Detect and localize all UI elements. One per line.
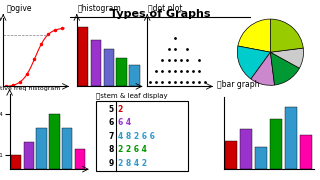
Text: %: % xyxy=(0,14,1,23)
Bar xyxy=(240,129,252,169)
Bar xyxy=(24,142,34,169)
Bar xyxy=(75,148,85,169)
Text: 6: 6 xyxy=(109,118,114,127)
Wedge shape xyxy=(270,52,300,85)
Text: 5: 5 xyxy=(109,105,114,114)
Bar xyxy=(300,135,312,169)
Text: 7: 7 xyxy=(109,132,114,141)
Text: 2: 2 xyxy=(118,105,123,114)
Text: 2 2 6 4: 2 2 6 4 xyxy=(118,145,147,154)
Bar xyxy=(270,119,282,169)
Text: ␅histogram: ␅histogram xyxy=(78,4,122,13)
Text: 6 4: 6 4 xyxy=(118,118,131,127)
Bar xyxy=(255,147,267,169)
Bar xyxy=(11,156,21,169)
Text: 2 8 4 2: 2 8 4 2 xyxy=(118,159,147,168)
Bar xyxy=(116,58,127,86)
Bar xyxy=(62,128,72,169)
Bar xyxy=(285,107,297,169)
Text: ␃dot plot: ␃dot plot xyxy=(148,4,183,13)
Bar xyxy=(91,40,101,86)
Bar xyxy=(36,128,47,169)
Bar xyxy=(226,141,237,169)
Bar xyxy=(129,65,140,86)
Text: 4 8 2 6 6: 4 8 2 6 6 xyxy=(118,132,155,141)
Wedge shape xyxy=(251,52,275,85)
Text: ␄stem & leaf display: ␄stem & leaf display xyxy=(96,93,168,99)
Wedge shape xyxy=(270,48,303,68)
Wedge shape xyxy=(238,19,270,52)
Bar xyxy=(104,49,114,86)
Text: Types of Graphs: Types of Graphs xyxy=(110,9,210,19)
Text: 9: 9 xyxy=(109,159,114,168)
Bar xyxy=(49,114,60,169)
Bar xyxy=(78,27,88,86)
Text: ␇ogive: ␇ogive xyxy=(6,4,32,13)
Wedge shape xyxy=(270,19,303,52)
Wedge shape xyxy=(237,46,270,79)
Text: 8: 8 xyxy=(109,145,114,154)
Text: relative freq histogram: relative freq histogram xyxy=(0,86,60,91)
Text: ␂bar graph: ␂bar graph xyxy=(217,80,259,89)
